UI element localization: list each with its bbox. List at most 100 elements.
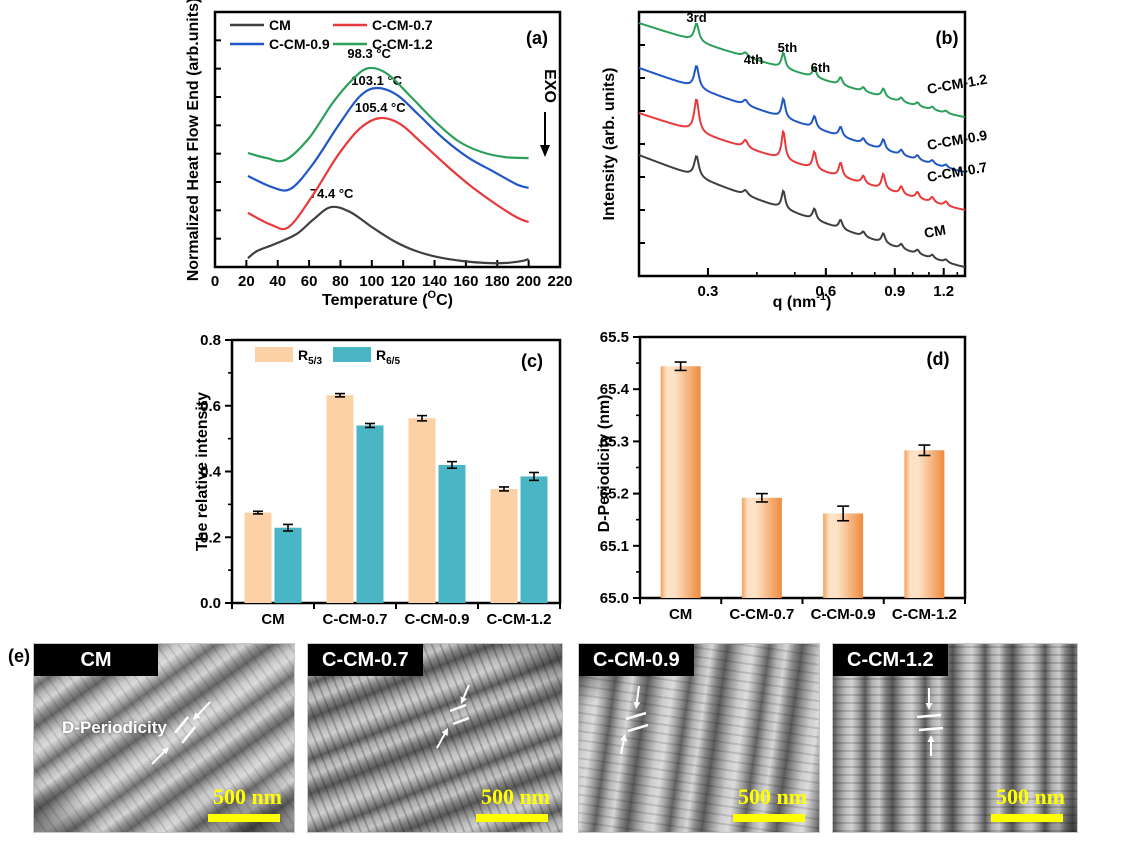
series-label: C-CM-1.2 [926, 71, 989, 97]
x-tick-label: 200 [516, 273, 541, 290]
period-tick [174, 716, 189, 734]
scale-bar-label: 500 nm [995, 784, 1065, 809]
peak-temp-label: 74.4 °C [310, 186, 354, 201]
period-tick [916, 713, 942, 719]
peak-temp-label: 105.4 °C [355, 100, 406, 115]
legend-label: C-CM-0.9 [269, 36, 330, 52]
sem-image-title: CM [34, 644, 158, 676]
curve-C-CM-0.9 [638, 65, 966, 173]
peak-order-label: 6th [811, 60, 831, 75]
annotation-arrowhead [620, 734, 628, 742]
curve-CM [638, 154, 966, 268]
curve-C-CM-0.7 [638, 98, 966, 211]
y-tick-label: 65.0 [600, 590, 629, 607]
scale-bar [733, 814, 805, 822]
legend-label: R6/5 [376, 347, 400, 367]
sem-image-c-cm-0-9: C-CM-0.9 500 nm [578, 643, 820, 833]
legend-swatch [333, 347, 371, 362]
scale-bar [208, 814, 280, 822]
annotation-arrowhead [927, 735, 935, 742]
bar-C-CM-1.2 [904, 450, 945, 598]
y-axis-title: The relative intensity [195, 392, 211, 551]
period-tick [918, 726, 944, 732]
panel-b-plot: 0.3 0.6 0.9 1.2C-CM-1.2C-CM-0.9C-CM-0.7CM3r… [601, 10, 988, 311]
curve-CM [247, 205, 529, 265]
period-tick [625, 711, 647, 721]
scale-bar [476, 814, 548, 822]
d-periodicity-annotation: D-Periodicity [62, 718, 167, 737]
legend-label: CM [269, 17, 291, 33]
sem-image-title: C-CM-0.9 [579, 644, 694, 676]
bar-C-CM-0.7 [356, 425, 384, 603]
panel-e-sem-images: (e) CM D-Periodicity 500 nm C-CM-0.7 500… [0, 630, 1126, 848]
bar-CM [660, 366, 701, 598]
annotation-arrowhead [925, 703, 933, 710]
panel-letter: (a) [526, 28, 548, 48]
panel-c-relative-intensity-chart: 0.0 0.2 0.4 0.6 0.8 CM C-CM-0.7 C-CM-0.9 C-CM-1.… [195, 332, 562, 625]
curve-C-CM-1.2 [247, 66, 529, 163]
panel-d-d-periodicity-chart: 65.0 65.1 65.2 65.3 65.4 65.5 CM C-CM-0.7 C-CM-0… [596, 329, 967, 623]
category-label: C-CM-0.7 [729, 606, 794, 623]
category-label: C-CM-1.2 [892, 606, 957, 623]
x-tick-label: 220 [547, 273, 572, 290]
annotation-arrowhead [161, 747, 169, 755]
legend-label: C-CM-1.2 [372, 36, 433, 52]
x-tick-label: 120 [391, 273, 416, 290]
category-label: CM [669, 606, 692, 623]
category-label: C-CM-0.9 [811, 606, 876, 623]
y-tick-label: 65.3 [600, 433, 629, 450]
exo-arrowhead [540, 145, 550, 157]
panel-letter: (b) [936, 28, 959, 48]
panel-d-plot: 65.0 65.1 65.2 65.3 65.4 65.5 CM C-CM-0.7 C-CM-0… [596, 329, 967, 623]
curve-C-CM-0.7 [247, 116, 529, 231]
sem-image-title: C-CM-1.2 [833, 644, 948, 676]
x-tick-label: 20 [238, 273, 255, 290]
annotation-arrow [436, 733, 446, 749]
y-tick-label: 65.5 [600, 329, 629, 346]
x-tick-label: 140 [422, 273, 447, 290]
period-tick [627, 723, 649, 733]
legend-label: C-CM-0.7 [372, 17, 433, 33]
curve-C-CM-0.9 [247, 86, 529, 192]
annotation-arrowhead [193, 712, 201, 720]
scale-bar-label: 500 nm [737, 784, 807, 809]
x-tick-label: 80 [332, 273, 349, 290]
panel-letter: (c) [521, 351, 543, 371]
x-tick-label: 180 [485, 273, 510, 290]
exo-label: EXO [541, 69, 558, 103]
annotation-arrow [197, 701, 211, 716]
annotation-arrowhead [460, 696, 467, 704]
sem-image-title: C-CM-0.7 [308, 644, 423, 676]
plot-frame [213, 10, 562, 269]
y-tick-label: 0.6 [200, 398, 221, 415]
x-axis-title: q (nm-1) [773, 291, 832, 311]
peak-order-label: 4th [744, 52, 764, 67]
x-tick-label: 0.9 [884, 283, 905, 300]
y-tick-label: 65.2 [600, 486, 629, 503]
series-label: CM [923, 221, 947, 241]
category-label: C-CM-0.9 [404, 611, 469, 625]
annotation-arrowhead [633, 701, 641, 709]
panel-letter: (d) [927, 349, 950, 369]
x-tick-label: 40 [269, 273, 286, 290]
y-axis-title: Normalized Heat Flow End (arb.units) [185, 0, 202, 281]
bar-CM [274, 527, 302, 603]
period-tick [452, 716, 470, 726]
x-tick-label: 100 [359, 273, 384, 290]
scale-bar-label: 500 nm [212, 784, 282, 809]
y-tick-label: 0.2 [200, 529, 221, 546]
peak-order-label: 5th [778, 40, 798, 55]
panel-c-plot: 0.0 0.2 0.4 0.6 0.8 CM C-CM-0.7 C-CM-0.9 C-CM-1.… [195, 332, 562, 625]
panel-a-plot: 0 20 40 60 80 100 120 140 160 180 200 220 74.4 °C 105… [185, 0, 573, 309]
y-tick-label: 0.0 [200, 595, 221, 612]
x-axis-title: Temperature (OC) [322, 289, 453, 309]
bar-C-CM-0.9 [438, 464, 466, 603]
y-tick-label: 65.4 [600, 381, 630, 398]
panel-e-label: (e) [8, 646, 30, 666]
x-tick-label: 0 [211, 273, 219, 290]
x-tick-label: 60 [301, 273, 318, 290]
category-label: CM [261, 611, 284, 625]
panel-b-saxs-chart: 0.3 0.6 0.9 1.2C-CM-1.2C-CM-0.9C-CM-0.7CM3r… [601, 10, 988, 311]
scale-bar-label: 500 nm [480, 784, 550, 809]
